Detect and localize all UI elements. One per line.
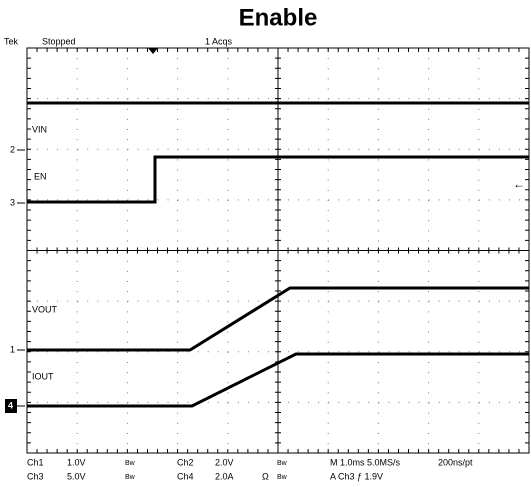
- offscreen-arrow: ←: [513, 177, 525, 191]
- acquisitions: 1 Acqs: [205, 36, 233, 46]
- trace-label: EN: [34, 171, 47, 181]
- footer-text: Ch2: [177, 457, 194, 467]
- channel-marker: 1: [10, 344, 15, 354]
- traces: [27, 101, 529, 408]
- trace-label: IOUT: [32, 371, 54, 381]
- status: Stopped: [42, 36, 76, 46]
- trigger-position: [148, 48, 158, 54]
- channel-marker: 2: [10, 144, 15, 154]
- footer-text: 200ns/pt: [438, 457, 473, 467]
- footer-text: Ch3: [27, 471, 44, 481]
- brand: Tek: [4, 36, 19, 46]
- channel-marker: 4: [8, 400, 13, 410]
- trace-vout: [27, 286, 529, 352]
- title: Enable: [239, 4, 318, 31]
- trace-en: [27, 155, 529, 204]
- footer-text: 2.0V: [215, 457, 234, 467]
- channel-marker: 3: [10, 197, 15, 207]
- footer-text: Bw: [277, 474, 288, 481]
- footer-text: Ch4: [177, 471, 194, 481]
- graticule: [26, 47, 530, 454]
- footer-text: 5.0V: [67, 471, 86, 481]
- footer-text: M 1.0ms 5.0MS/s: [330, 457, 401, 467]
- footer-text: 2.0A: [215, 471, 234, 481]
- marker-box: [5, 399, 17, 413]
- footer-text: Ω: [262, 471, 269, 481]
- trace-label: VIN: [32, 124, 47, 134]
- footer-text: Bw: [125, 460, 136, 467]
- footer-text: A Ch3 ƒ 1.9V: [330, 471, 383, 481]
- frame: [26, 47, 530, 454]
- footer-text: Bw: [125, 474, 136, 481]
- trace-iout: [27, 352, 529, 408]
- footer-text: 1.0V: [67, 457, 86, 467]
- footer-text: Bw: [277, 460, 288, 467]
- trace-label: VOUT: [32, 304, 58, 314]
- footer-text: Ch1: [27, 457, 44, 467]
